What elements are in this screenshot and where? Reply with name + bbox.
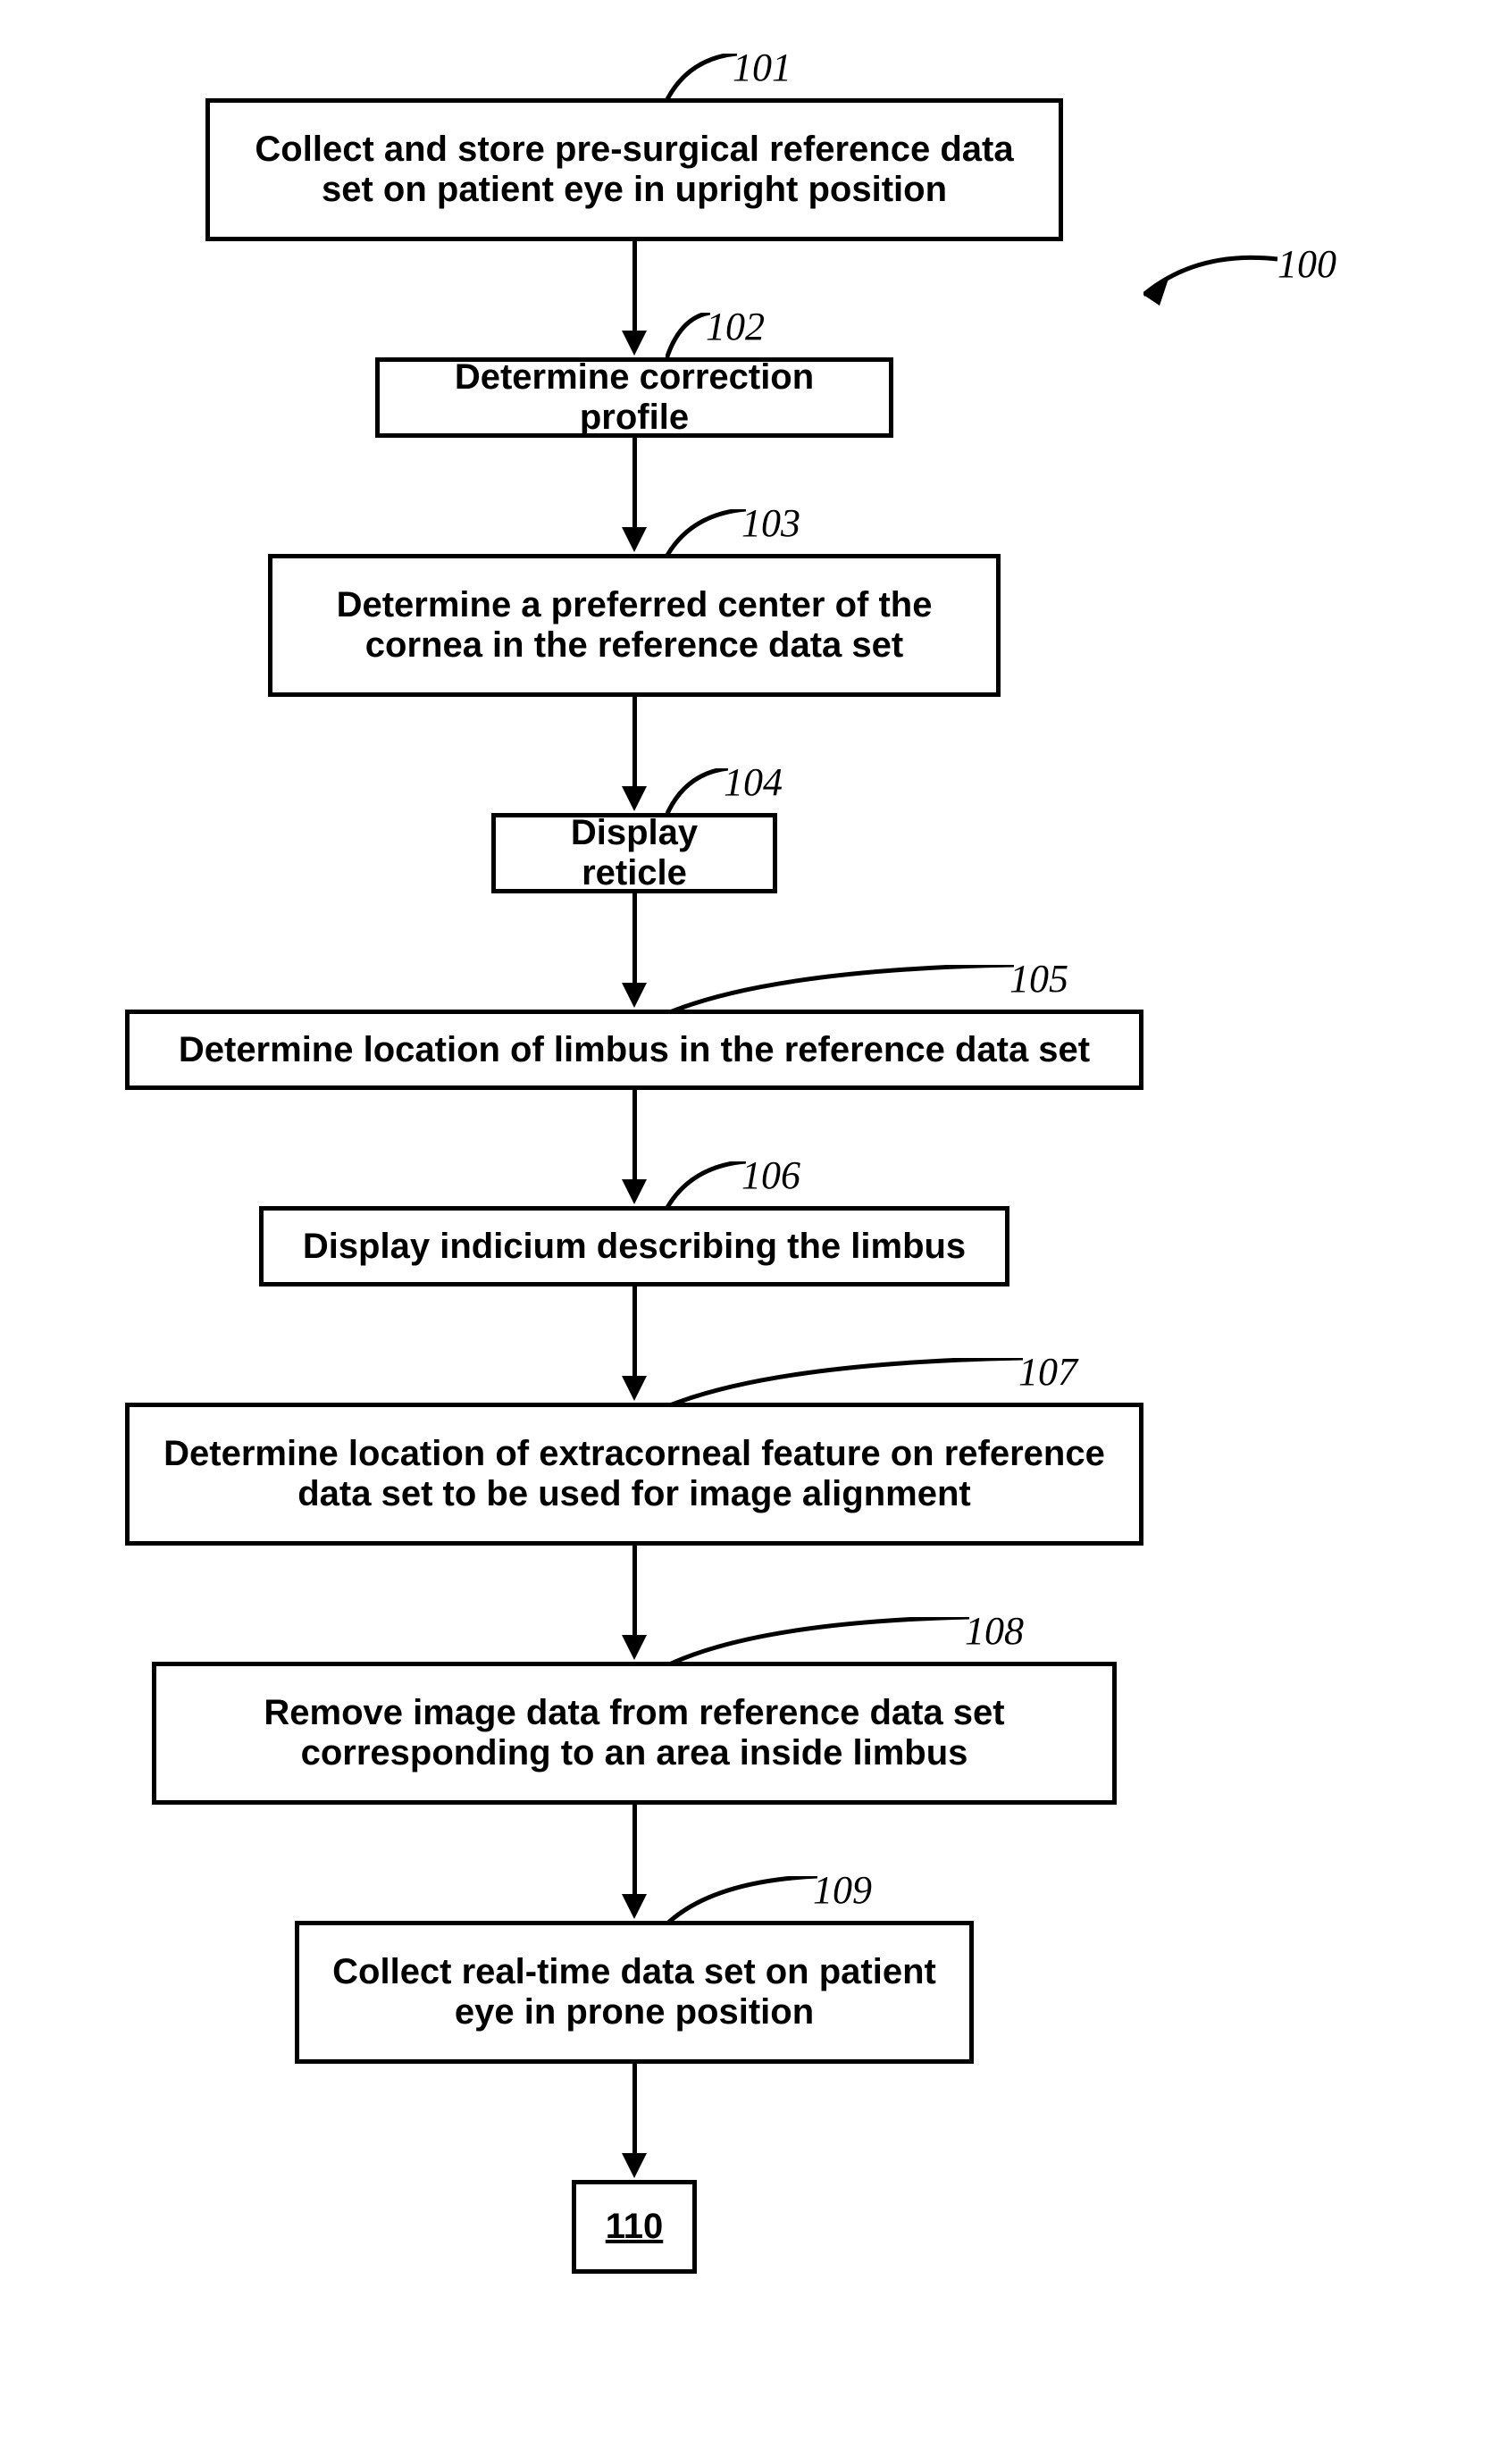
step-text-7: Determine location of extracorneal featu… [147, 1434, 1121, 1514]
step-box-6: Display indicium describing the limbus [259, 1206, 1009, 1286]
arrow-head-7 [622, 1635, 647, 1660]
step-box-8: Remove image data from reference data se… [152, 1662, 1117, 1805]
leader-curve-4 [666, 768, 728, 817]
step-box-7: Determine location of extracorneal featu… [125, 1403, 1143, 1546]
arrow-head-5 [622, 1179, 647, 1204]
arrow-line-2 [632, 438, 637, 527]
step-text-1: Collect and store pre-surgical reference… [228, 130, 1041, 210]
step-text-6: Display indicium describing the limbus [303, 1227, 966, 1267]
arrow-line-1 [632, 241, 637, 331]
step-text-3: Determine a preferred center of the corn… [290, 585, 978, 666]
step-text-2: Determine correction profile [398, 357, 871, 438]
step-box-4: Display reticle [491, 813, 777, 893]
final-box: 110 [572, 2180, 697, 2274]
leader-curve-2 [666, 313, 710, 362]
arrow-line-8 [632, 1805, 637, 1894]
arrow-line-3 [632, 697, 637, 786]
step-label-8: 108 [965, 1608, 1024, 1654]
step-label-2: 102 [706, 304, 765, 349]
arrow-head-3 [622, 786, 647, 811]
step-box-2: Determine correction profile [375, 357, 893, 438]
step-text-8: Remove image data from reference data se… [174, 1693, 1094, 1773]
arrow-line-7 [632, 1546, 637, 1635]
arrow-head-1 [622, 331, 647, 356]
leader-curve-9 [666, 1876, 817, 1925]
step-text-9: Collect real-time data set on patient ey… [317, 1952, 951, 2032]
step-box-9: Collect real-time data set on patient ey… [295, 1921, 974, 2064]
step-label-5: 105 [1009, 956, 1068, 1002]
leader-curve-8 [666, 1617, 969, 1666]
arrow-head-9 [622, 2153, 647, 2178]
leader-curve-5 [666, 965, 1014, 1014]
leader-curve-1 [666, 54, 737, 103]
arrow-head-4 [622, 983, 647, 1008]
arrow-line-9 [632, 2064, 637, 2153]
step-box-5: Determine location of limbus in the refe… [125, 1010, 1143, 1090]
diagram-id-label: 100 [1277, 241, 1336, 287]
flowchart-canvas: Collect and store pre-surgical reference… [0, 0, 1491, 2464]
leader-curve-7 [666, 1358, 1023, 1407]
leader-curve-3 [666, 509, 746, 558]
step-box-1: Collect and store pre-surgical reference… [205, 98, 1063, 241]
step-label-6: 106 [741, 1152, 800, 1198]
step-label-9: 109 [813, 1867, 872, 1913]
step-label-7: 107 [1018, 1349, 1077, 1395]
arrow-head-8 [622, 1894, 647, 1919]
arrow-line-4 [632, 893, 637, 983]
leader-curve-6 [666, 1161, 746, 1211]
diagram-id-arrow [1143, 250, 1277, 322]
arrow-head-2 [622, 527, 647, 552]
step-text-5: Determine location of limbus in the refe… [179, 1030, 1090, 1070]
arrow-line-5 [632, 1090, 637, 1179]
step-box-3: Determine a preferred center of the corn… [268, 554, 1001, 697]
step-label-3: 103 [741, 500, 800, 546]
step-label-4: 104 [724, 759, 783, 805]
step-label-1: 101 [733, 45, 792, 90]
arrow-head-6 [622, 1376, 647, 1401]
arrow-line-6 [632, 1286, 637, 1376]
step-text-4: Display reticle [514, 813, 755, 893]
